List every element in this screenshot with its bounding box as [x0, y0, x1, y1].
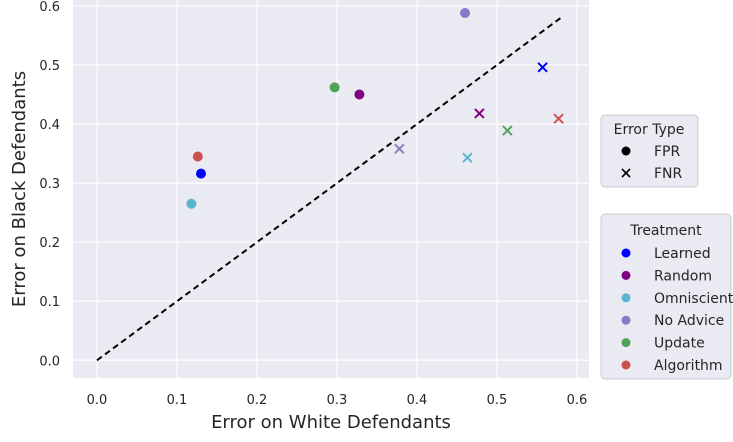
point-fpr-learned — [196, 169, 206, 179]
legend-fnr-label: FNR — [654, 166, 683, 182]
y-tick-label: 0.0 — [39, 354, 60, 369]
point-fpr-random — [354, 90, 364, 100]
point-fpr-algorithm — [193, 152, 203, 162]
legend-marker-omniscient — [622, 293, 631, 302]
legend-treatment: Treatment Learned Random Omniscient No Advi… — [601, 214, 733, 379]
legend-marker-algorithm — [622, 361, 631, 370]
x-tick-label: 0.1 — [167, 393, 188, 408]
legend-error-type-title: Error Type — [614, 122, 685, 138]
legend-marker-update — [622, 338, 631, 347]
legend-label-algorithm: Algorithm — [654, 358, 723, 374]
x-tick-label: 0.2 — [247, 393, 268, 408]
legend-error-type: Error Type FPR FNR — [601, 115, 698, 187]
legend-label-learned: Learned — [654, 246, 711, 262]
x-axis-label: Error on White Defendants — [211, 412, 451, 433]
y-tick-label: 0.3 — [39, 177, 60, 192]
x-tick-label: 0.6 — [567, 393, 588, 408]
legend-fpr-marker — [622, 147, 631, 156]
y-tick-labels: 0.0 0.1 0.2 0.3 0.4 0.5 0.6 — [39, 0, 60, 369]
point-fpr-omniscient — [186, 199, 196, 209]
x-tick-label: 0.5 — [487, 393, 508, 408]
y-axis-label: Error on Black Defendants — [9, 71, 30, 307]
legend-label-omniscient: Omniscient — [654, 291, 733, 307]
x-tick-label: 0.3 — [327, 393, 348, 408]
x-tick-label: 0.4 — [407, 393, 428, 408]
y-tick-label: 0.6 — [39, 0, 60, 15]
legend-marker-random — [622, 271, 631, 280]
legend-treatment-title: Treatment — [629, 223, 702, 239]
y-tick-label: 0.2 — [39, 236, 60, 251]
plot-background — [73, 0, 589, 378]
x-tick-label: 0.0 — [87, 393, 108, 408]
y-tick-label: 0.1 — [39, 295, 60, 310]
legend-label-random: Random — [654, 268, 712, 284]
legend-label-update: Update — [654, 336, 705, 352]
y-tick-label: 0.4 — [39, 118, 60, 133]
point-fpr-update — [330, 82, 340, 92]
point-fpr-no-advice — [460, 8, 470, 18]
legend-marker-no-advice — [622, 316, 631, 325]
x-tick-labels: 0.0 0.1 0.2 0.3 0.4 0.5 0.6 — [87, 393, 588, 408]
legend-label-no-advice: No Advice — [654, 313, 724, 329]
legend-fpr-label: FPR — [654, 144, 680, 160]
legend-marker-learned — [622, 249, 631, 258]
y-tick-label: 0.5 — [39, 59, 60, 74]
